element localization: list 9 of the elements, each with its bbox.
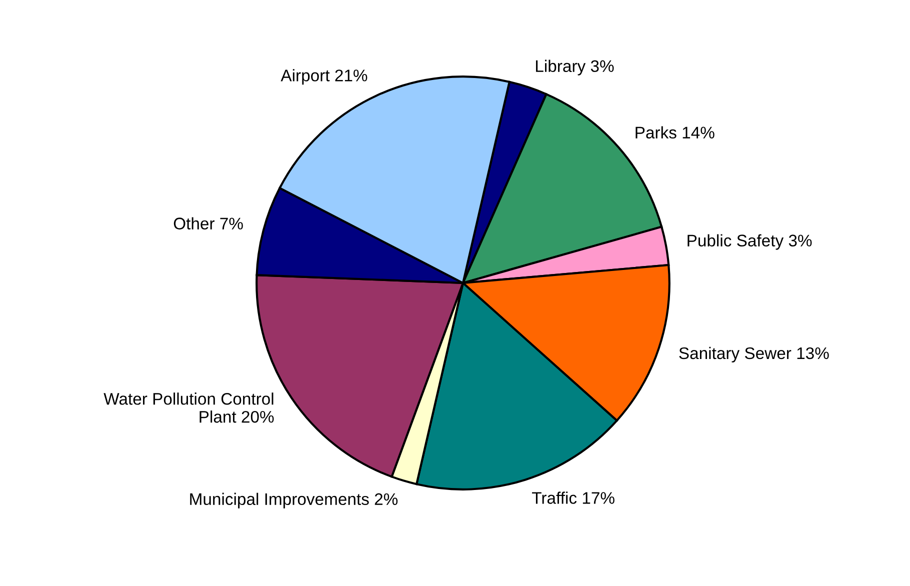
slice-label: Library 3% [536,60,614,76]
slice-label: Parks 14% [636,126,714,139]
slice-label: Public Safety 3% [688,234,812,250]
slice-label: Other 7% [174,217,243,230]
slice-label: Traffic 17% [532,492,614,504]
slice-label: Airport 21% [280,69,368,85]
slice-label: Sanitary Sewer 13% [679,346,829,362]
slice-label: Municipal Improvements 2% [190,492,398,508]
slice-label: Water Pollution Control Plant 20% [104,392,274,423]
